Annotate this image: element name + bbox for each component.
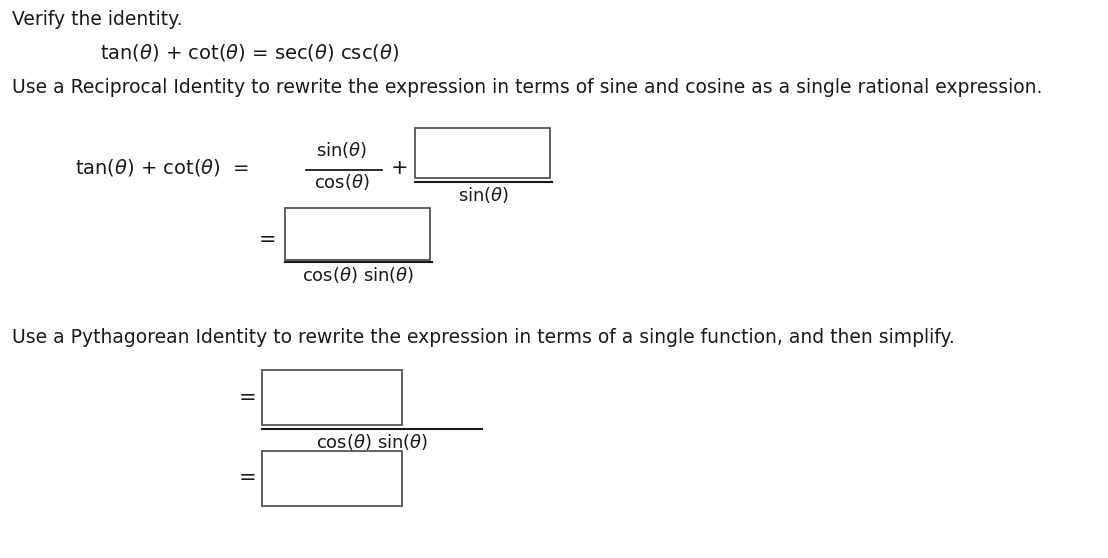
Text: sin($\theta$): sin($\theta$) (317, 140, 368, 160)
FancyBboxPatch shape (261, 370, 402, 425)
Text: +: + (391, 158, 409, 178)
FancyBboxPatch shape (285, 208, 430, 260)
Text: Use a Pythagorean Identity to rewrite the expression in terms of a single functi: Use a Pythagorean Identity to rewrite th… (12, 328, 955, 347)
Text: =: = (259, 230, 277, 250)
Text: =: = (239, 469, 257, 488)
Text: Use a Reciprocal Identity to rewrite the expression in terms of sine and cosine : Use a Reciprocal Identity to rewrite the… (12, 78, 1043, 97)
FancyBboxPatch shape (261, 451, 402, 506)
FancyBboxPatch shape (416, 128, 550, 178)
Text: sin($\theta$): sin($\theta$) (458, 185, 510, 205)
Text: =: = (239, 387, 257, 407)
Text: cos($\theta$) sin($\theta$): cos($\theta$) sin($\theta$) (316, 432, 428, 452)
Text: cos($\theta$) sin($\theta$): cos($\theta$) sin($\theta$) (302, 265, 414, 285)
Text: Verify the identity.: Verify the identity. (12, 10, 183, 29)
Text: tan($\theta$) + cot($\theta$) = sec($\theta$) csc($\theta$): tan($\theta$) + cot($\theta$) = sec($\th… (100, 42, 399, 63)
Text: tan($\theta$) + cot($\theta$)  =: tan($\theta$) + cot($\theta$) = (75, 157, 249, 179)
Text: cos($\theta$): cos($\theta$) (314, 172, 370, 192)
